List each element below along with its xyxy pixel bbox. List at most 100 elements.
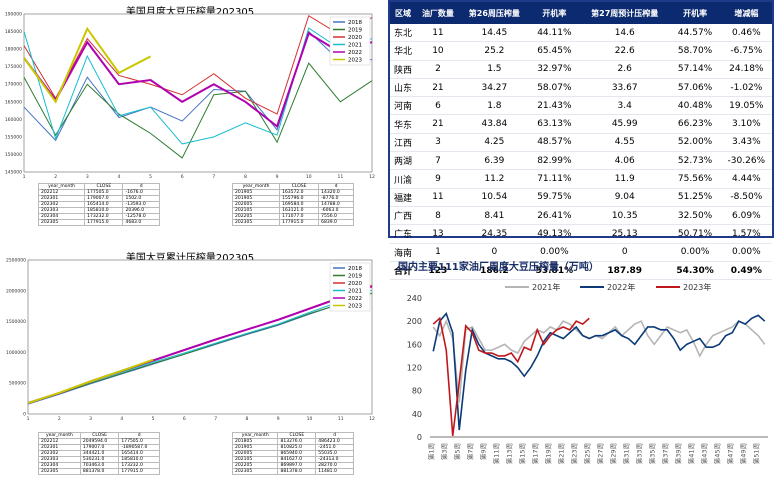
table-cell: 25.2 [459,41,529,61]
table-cell: 华北 [390,41,416,61]
chart4-xtick: 第51周 [751,443,760,464]
table-row: 201905 163572.0 14320.0 [231,189,354,196]
table-cell: 10 [415,41,460,61]
chart1-ytick: 150000 [5,152,22,158]
table-cell: 57.06% [669,78,721,98]
chart1-legend-label: 2022 [348,50,362,56]
table-cell: 广西 [390,206,416,226]
chart3-legend-label: 2020 [348,281,362,287]
chart4-ytick: 80 [412,387,422,396]
table-cell: 202305 [231,468,279,475]
table-cell: 7 [415,151,460,171]
chart1-xtick: 11 [337,174,343,180]
chart1-legend-box [329,16,371,66]
table-cell: 22.6 [579,41,670,61]
chart3-xtick: 8 [245,416,248,422]
table-cell: 1.57% [720,224,772,244]
table-row: 202212 2049594.0 177505.0 [38,438,160,445]
table-row: 202305 177915.0 4683.0 [37,219,160,226]
chart1-ytick: 180000 [5,47,22,53]
chart4-xtick: 第43周 [699,443,708,464]
chart1-series-2019 [23,62,373,159]
chart1-xtick: 2 [54,174,57,180]
chart4-xtick: 第41周 [686,443,695,464]
chart4-ytick: 120 [407,364,422,373]
chart1-ytick: 165000 [5,99,22,105]
table-row: 202302 344421.0 165414.0 [38,450,160,457]
chart3-ytick: 2000000 [6,288,26,294]
table-cell: 河南 [390,96,416,116]
chart1-xtick: 1 [23,174,26,180]
chart1-legend-label: 2018 [348,20,362,26]
table-cell: 2.6 [579,60,670,79]
table-cell: 10.35 [579,206,670,226]
table-cell: 13 [415,224,460,244]
chart1-ytick: 145000 [5,170,22,176]
table-row: 202205 171077.0 7556.0 [231,213,354,220]
table-row: 东北 11 14.45 44.11% 14.6 44.57% 0.46% [390,24,772,43]
table-cell: 43.84 [459,114,529,134]
chart3-xtick: 11 [338,416,344,422]
chart1-xtick: 7 [212,174,215,180]
table-cell: 11481.0 [315,468,354,475]
chart4-plot: 国内主要111家油厂周度大豆压榨量（万吨） 0 40 80 120 160 200 240 第1… [398,260,768,464]
table-cell: 6839.0 [318,219,354,226]
table-cell: 广东 [390,224,416,244]
table-cell: 57.14% [669,60,721,79]
table-cell: 881378.0 [277,468,317,475]
table-row: 202305 881378.0 11481.0 [231,468,354,475]
chart3-xtick: 10 [307,416,313,422]
table-cell: 52.73% [669,151,721,171]
chart3-ytick: 0 [23,412,26,418]
table-cell: 45.99 [579,114,670,134]
table-cell: 2 [415,60,460,79]
table-cell: 58.07% [528,78,580,98]
table-row: 河南 6 1.8 21.43% 3.4 40.48% 19.05% [390,96,772,116]
chart4-xtick: 第47周 [725,443,734,464]
chart1-xtick: 6 [181,174,184,180]
table-cell: 华东 [390,114,416,134]
table-cell: 3.43% [720,133,772,153]
table-row: 202303 185810.0 20396.0 [37,207,160,214]
table-cell: 58.70% [669,41,721,61]
chart4-ytick: 40 [412,410,422,419]
chart3-xtick: 3 [89,416,92,422]
chart4-xtick: 第49周 [738,443,747,464]
table-cell: 186.2 [459,260,529,281]
table-cell: 8 [415,206,460,226]
table-cell: 6 [415,96,460,116]
table-cell: 陕西 [390,60,416,79]
chart4-xtick: 第23周 [569,443,578,464]
table-cell: 202305 [38,468,81,475]
table-row: 202205 869897.0 28270.0 [231,462,354,469]
table-cell: 9.04 [579,188,670,207]
table-cell: 24.35 [459,224,529,244]
chart1-series-2020 [23,14,373,115]
table-cell: 44.11% [528,24,580,43]
chart4-ytick: 200 [407,317,422,326]
chart3-ytick: 500000 [9,381,26,387]
table-cell: -30.26% [720,151,772,171]
chart4-xtick: 第13周 [504,443,513,464]
table-cell: 25.13 [579,224,670,244]
table-row: 202005 865940.0 55035.0 [231,450,354,457]
table-row: 201905 810825.0 -2451.0 [231,444,354,451]
table-cell: 177915.0 [279,219,320,226]
table-cell: 11 [415,24,460,43]
table-cell: 6.09% [720,206,772,226]
chart4-xtick: 第29周 [608,443,617,464]
table-cell: 187.89 [579,260,670,281]
table-cell: 4.06 [579,151,670,171]
table-cell: 63.13% [528,114,580,134]
table-cell: 8.41 [459,206,529,226]
table-row: 202212 177505.0 -1676.0 [37,189,160,196]
chart1-xtick: 10 [306,174,312,180]
chart1-series-2023 [23,26,152,104]
chart1-xtick: 8 [244,174,247,180]
table-total-row: 合计 123 186.2 53.81% 187.89 54.30% 0.49% [390,260,772,281]
table-row: 202301 179007.0 -1890587.0 [38,444,160,451]
table-cell: 71.11% [528,169,580,189]
table-cell: 82.99% [528,151,580,171]
table-cell: 4683.0 [122,219,160,226]
chart3-legend-label: 2018 [348,266,362,272]
